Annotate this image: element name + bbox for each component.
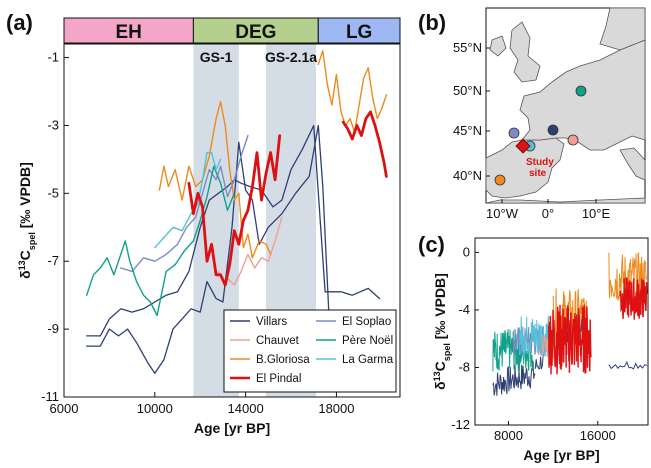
series-group: [85, 50, 388, 374]
epoch-lg: [317, 17, 401, 44]
x-tick-label: 18000: [318, 401, 354, 416]
lat-tick-label: 45°N: [453, 123, 482, 138]
c-y-tick-label: -12: [451, 417, 470, 432]
epoch-label: DEG: [235, 22, 276, 43]
series-el-pindal: [187, 134, 282, 287]
plot-frame: [63, 43, 401, 398]
legend-entry: El Soplao: [342, 316, 391, 328]
epoch-eh: [63, 17, 194, 44]
c-x-tick-label: 16000: [580, 428, 616, 443]
series-el-soplao: [120, 134, 249, 273]
epoch-deg: [192, 17, 319, 44]
series-villars: [492, 360, 536, 396]
series-el-pindal: [619, 277, 648, 320]
y-tick-label: -9: [47, 321, 59, 336]
y-tick-label: -7: [47, 253, 59, 268]
legend-box: [223, 309, 397, 393]
study-site-label: Study: [526, 157, 554, 168]
x-axis-label: Age [yr BP]: [194, 420, 270, 436]
study-site-label: site: [529, 168, 547, 179]
italy-land: [619, 147, 646, 181]
epoch-bar: EH DEG LG: [63, 17, 401, 44]
site-marker: [575, 85, 587, 97]
lat-tick-label: 55°N: [453, 40, 482, 55]
y-tick-label: -11: [41, 389, 59, 404]
stadial-label: GS-2.1a: [265, 49, 317, 65]
series-el-pindal: [341, 110, 388, 178]
c-x-tick-label: 8000: [494, 428, 523, 443]
series-villars: [86, 124, 381, 374]
stadial-label: GS-1: [200, 49, 233, 65]
lat-tick-label: 50°N: [453, 83, 482, 98]
legend: Villars Chauvet B.Gloriosa El Pindal El Sopl…: [223, 309, 397, 393]
series-villars: [86, 124, 381, 337]
y-axis-label: δ13Cspel [‰ VPDB]: [17, 162, 37, 279]
series-el-pindal: [548, 304, 592, 375]
lon-tick-label: 0°: [542, 206, 554, 221]
epoch-label: EH: [115, 22, 141, 43]
legend-entry: Villars: [256, 316, 287, 328]
axis-ticks: -11 -9 -7 -5 -3 -1 6000 10000 14000 18000: [41, 50, 354, 416]
y-tick-label: -3: [47, 117, 59, 132]
site-marker: [494, 174, 506, 186]
ireland-land: [489, 35, 507, 57]
series-b-gloriosa: [158, 100, 272, 259]
panel-a-label: (a): [6, 10, 33, 35]
c-y-axis-label: δ13Cspel [‰ VPDB]: [432, 273, 452, 390]
panel-c-frame: [474, 237, 649, 426]
c-y-tick-label: -4: [458, 302, 470, 317]
series-b-gloriosa: [552, 288, 587, 347]
study-site-marker: [515, 138, 531, 154]
series-pere-noel: [492, 328, 534, 372]
series-villars: [608, 360, 648, 370]
lon-tick-label: 10°E: [582, 206, 611, 221]
site-marker: [547, 124, 559, 136]
c-y-tick-label: 0: [463, 244, 470, 259]
legend-entry: Père Noël: [342, 335, 393, 347]
panel-c-chart: 0 -4 -8 -12 8000 16000 Age [yr BP] δ13Cspel [‰ …: [432, 237, 649, 463]
lat-tick-label: 40°N: [453, 168, 482, 183]
site-marker: [567, 134, 579, 146]
legend-entry: Chauvet: [256, 335, 300, 347]
north-europe-land: [599, 7, 646, 51]
iberia-land: [485, 137, 565, 199]
x-tick-label: 14000: [228, 401, 264, 416]
series-p-re-no-l: [85, 165, 236, 317]
britain-land: [509, 21, 541, 83]
lon-tick-label: 10°W: [486, 206, 519, 221]
c-x-axis-label: Age [yr BP]: [523, 447, 599, 463]
africa-land: [485, 197, 646, 204]
legend-entry: B.Gloriosa: [256, 354, 310, 366]
series-b-gloriosa: [317, 50, 388, 134]
c-y-tick-label: -8: [458, 359, 470, 374]
series-la-garma: [154, 151, 222, 249]
panel-b-label: (b): [418, 10, 446, 35]
y-tick-label: -1: [47, 50, 59, 65]
site-marker: [508, 127, 520, 139]
panel-a-chart: EH DEG LG GS-1 GS-2.1a -11 -9 -7 -5 -3 -1 6000 100…: [17, 17, 401, 436]
x-tick-label: 10000: [137, 401, 173, 416]
panel-c-label: (c): [418, 232, 445, 257]
legend-entry: El Pindal: [256, 373, 301, 385]
x-tick-label: 6000: [50, 401, 79, 416]
legend-entry: La Garma: [342, 354, 394, 366]
y-tick-label: -5: [47, 185, 59, 200]
epoch-label: LG: [346, 22, 372, 43]
